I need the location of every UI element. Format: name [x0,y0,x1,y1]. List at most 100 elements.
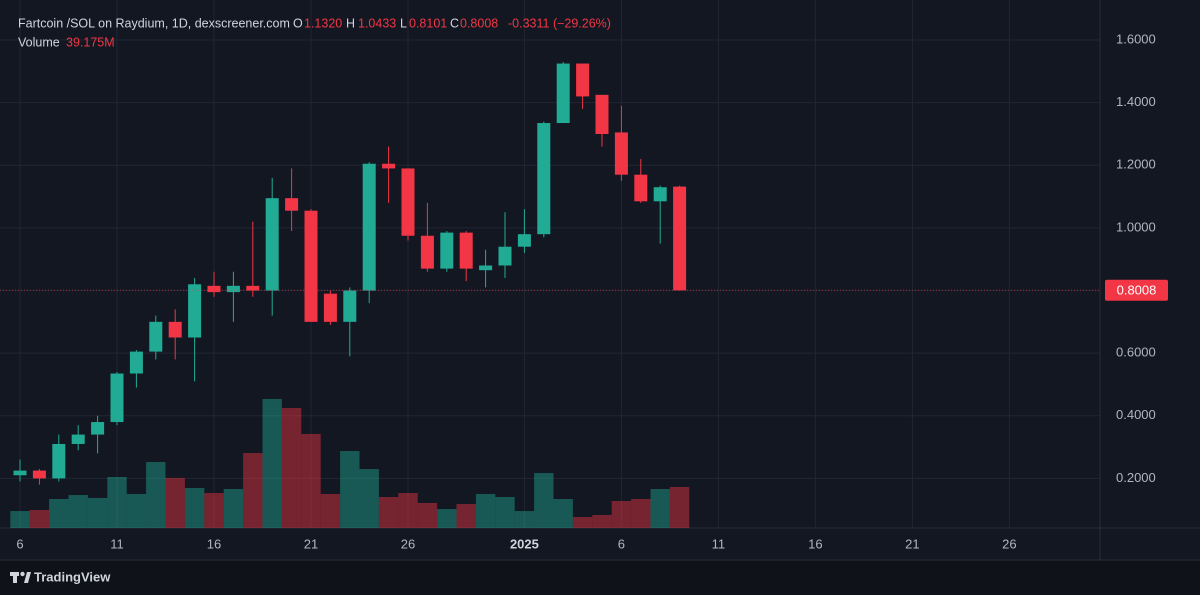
x-tick-label: 11 [712,536,726,551]
volume-bar [398,493,418,528]
ohlc-value: 0.8008 [460,16,498,30]
y-tick-label: 1.2000 [1116,157,1156,172]
volume-bar [29,509,50,528]
candle-body [556,63,570,124]
candle-body [401,168,415,236]
ohlc-key: C [450,16,459,30]
brand: TradingView [34,569,111,584]
candle-body [32,470,46,479]
candle-body [362,163,376,291]
change: -0.3311 (−29.26%) [508,16,611,30]
volume-bar [184,488,205,528]
candle-body [459,232,473,269]
ohlc-key: H [346,16,355,30]
volume-bar [204,493,224,528]
x-tick-label: 21 [304,536,318,551]
volume-bar [475,493,496,528]
x-tick-label: 16 [808,536,822,551]
volume-bar [68,495,88,528]
candle-body [226,285,240,293]
last-price-label: 0.8008 [1117,283,1157,298]
volume-bar [378,497,399,528]
volume-bar [417,502,438,528]
volume-bar [611,500,632,528]
candle-body [595,94,609,134]
y-tick-label: 0.4000 [1116,407,1156,422]
volume-bar [631,498,651,528]
candle-body [634,174,648,202]
candle-body [13,470,27,476]
volume-bar [262,399,282,528]
volume-bar [107,477,127,528]
candle-body [479,265,493,271]
candle-body [653,187,667,202]
candle-body [129,351,143,374]
x-tick-label: 21 [905,536,919,551]
volume-bar [146,462,166,528]
volume-bar [553,498,573,528]
x-tick-label: 26 [401,536,415,551]
x-tick-label: 6 [16,536,23,551]
volume-bar [340,451,360,528]
volume-bar [592,515,612,528]
y-tick-label: 1.4000 [1116,94,1156,109]
candle-body [91,422,105,435]
volume-bar [359,469,379,528]
footer-bar [0,560,1200,595]
volume-bar [437,509,457,528]
candle-body [517,234,531,247]
volume-bar [514,511,535,528]
ohlc-value: 1.1320 [304,16,342,30]
volume-bar [49,498,69,528]
x-tick-label: 16 [207,536,221,551]
candle-body [498,246,512,266]
volume-bar [650,489,670,528]
candle-body [614,132,628,175]
candle-body [673,186,687,291]
candle-body [207,285,221,293]
volume-bar [223,489,244,528]
volume-bar [126,493,147,528]
candle-body [110,373,124,423]
volume-bar [669,486,690,528]
candle-body [188,284,202,338]
candle-body [285,198,299,211]
x-tick-label: 6 [618,536,625,551]
volume-bar [243,453,263,528]
candle-body [382,163,396,169]
candle-body [149,321,163,352]
y-tick-label: 1.6000 [1116,31,1156,46]
candle-body [420,235,434,269]
y-tick-label: 0.6000 [1116,345,1156,360]
candle-body [71,434,85,444]
candle-body [576,63,590,97]
ohlc-value: 0.8101 [409,16,447,30]
ohlc-key: L [400,16,407,30]
volume-bar [320,493,341,528]
candle-body [52,443,66,479]
chart-title: Fartcoin /SOL on Raydium, 1D, dexscreene… [18,16,290,30]
candle-body [265,198,279,291]
brand-logo [10,571,31,583]
volume-bar [301,433,321,528]
x-tick-label: 2025 [510,536,539,551]
volume-value: 39.175M [66,35,115,49]
y-tick-label: 1.0000 [1116,219,1156,234]
plot-layer: 0.20000.40000.60000.80001.00001.20001.40… [0,0,1168,551]
last-price-box [1105,279,1168,301]
candle-body [168,321,182,338]
volume-bar [87,497,108,528]
candle-body [246,285,260,291]
candle-body [304,210,318,322]
candle-body [440,232,454,269]
y-tick-label: 0.2000 [1116,470,1156,485]
x-tick-label: 11 [110,536,124,551]
candle-body [537,123,551,235]
volume-bar [281,408,302,528]
candle-body [343,290,357,322]
ohlc-key: O [293,16,303,30]
volume-bar [534,473,554,528]
x-tick-label: 26 [1002,536,1016,551]
ohlc-value: 1.0433 [358,16,396,30]
